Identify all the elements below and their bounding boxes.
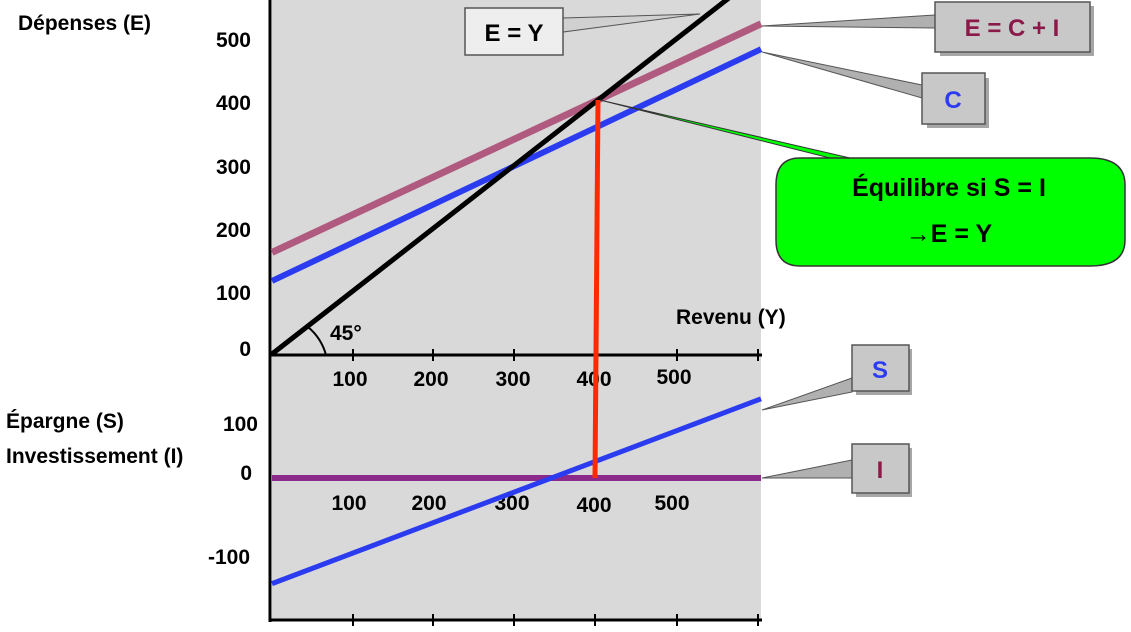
- top-x-axis-label: Revenu (Y): [676, 306, 786, 329]
- s-box-pointer: [761, 377, 853, 411]
- i-box-label: I: [877, 457, 884, 484]
- bottom-x-tick-200: 200: [411, 492, 446, 515]
- top-y-tick-100: 100: [216, 282, 251, 305]
- top-y-tick-500: 500: [216, 29, 251, 52]
- top-y-tick-0: 0: [239, 338, 251, 361]
- bottom-x-tick-500: 500: [654, 492, 689, 515]
- equilibrium-callout-line2: →E = Y: [906, 220, 993, 248]
- series-e-y-line: [270, 0, 731, 356]
- top-x-tick-300: 300: [495, 368, 530, 391]
- bottom-x-tick-100: 100: [331, 492, 366, 515]
- bottom-plot-area: [272, 355, 761, 619]
- top-y-tick-300: 300: [216, 156, 251, 179]
- i-box: [851, 443, 910, 494]
- angle-label: 45°: [330, 322, 362, 345]
- series-s-line: [271, 396, 762, 586]
- bottom-y-tick-100: 100: [223, 413, 258, 436]
- bottom-y-axis-label-line1: Épargne (S): [6, 410, 124, 433]
- c-box-label: C: [944, 87, 961, 114]
- equilibrium-callout-line1: Équilibre si S = I: [852, 173, 1046, 202]
- s-box-label: S: [872, 357, 888, 384]
- bottom-y-tick-minus-100: -100: [208, 546, 250, 569]
- series-e-c-i-line: [270, 20, 763, 256]
- e-y-box-label: E = Y: [485, 20, 544, 47]
- bottom-y-tick-0: 0: [240, 462, 252, 485]
- e-c-i-box-label: E = C + I: [965, 15, 1060, 42]
- top-y-tick-200: 200: [216, 219, 251, 242]
- e-y-box: [464, 7, 564, 56]
- top-y-axis-label: Dépenses (E): [18, 12, 151, 35]
- equilibrium-callout: [775, 157, 1126, 267]
- top-x-tick-100: 100: [332, 368, 367, 391]
- angle-arc: [307, 326, 327, 356]
- top-x-tick-200: 200: [413, 368, 448, 391]
- s-box: [851, 344, 910, 392]
- bottom-y-axis-label-line2: Investissement (I): [6, 445, 183, 468]
- c-box: [921, 72, 986, 125]
- top-x-tick-500: 500: [656, 366, 691, 389]
- equilibrium-vertical-line: [592, 99, 601, 479]
- i-box-pointer: [761, 459, 853, 479]
- e-c-i-box: [934, 1, 1091, 53]
- bottom-x-tick-400: 400: [576, 494, 611, 517]
- c-box-pointer: [761, 51, 923, 99]
- e-c-i-box-pointer: [761, 14, 936, 29]
- top-y-tick-400: 400: [216, 92, 251, 115]
